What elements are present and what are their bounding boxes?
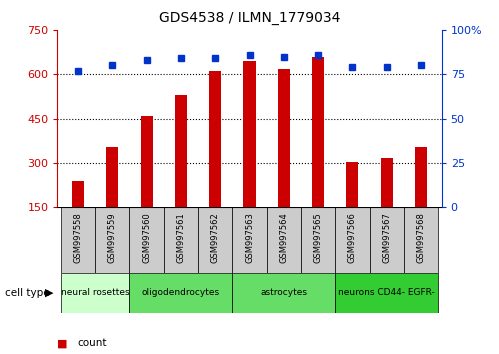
Text: GSM997566: GSM997566 [348,212,357,263]
Text: astrocytes: astrocytes [260,289,307,297]
Text: count: count [77,338,107,348]
Bar [312,57,324,207]
Text: GSM997561: GSM997561 [176,212,186,263]
Bar [233,207,266,273]
Title: GDS4538 / ILMN_1779034: GDS4538 / ILMN_1779034 [159,11,340,25]
Text: cell type: cell type [5,288,49,298]
Bar [335,207,370,273]
Bar [129,207,164,273]
Bar [301,207,335,273]
Text: oligodendrocytes: oligodendrocytes [142,289,220,297]
Bar [198,207,233,273]
Text: ■: ■ [57,338,68,348]
Bar [175,95,187,207]
Bar [106,147,118,207]
Text: GSM997560: GSM997560 [142,212,151,263]
Bar [61,207,95,273]
Bar [335,273,438,313]
Text: GSM997559: GSM997559 [108,212,117,263]
Bar [61,273,129,313]
Text: GSM997558: GSM997558 [73,212,82,263]
Bar [381,159,393,207]
Text: GSM997565: GSM997565 [313,212,323,263]
Bar [415,147,427,207]
Text: GSM997562: GSM997562 [211,212,220,263]
Bar [164,207,198,273]
Bar [72,181,84,207]
Bar [278,69,290,207]
Text: GSM997568: GSM997568 [417,212,426,263]
Bar [404,207,438,273]
Bar [233,273,335,313]
Bar [370,207,404,273]
Text: GSM997564: GSM997564 [279,212,288,263]
Text: GSM997563: GSM997563 [245,212,254,263]
Bar [346,162,358,207]
Bar [209,72,221,207]
Bar [95,207,129,273]
Text: neural rosettes: neural rosettes [61,289,129,297]
Bar [141,116,153,207]
Text: neurons CD44- EGFR-: neurons CD44- EGFR- [338,289,435,297]
Bar [244,61,255,207]
Text: GSM997567: GSM997567 [382,212,391,263]
Bar [129,273,233,313]
Bar [266,207,301,273]
Text: ▶: ▶ [45,288,53,298]
